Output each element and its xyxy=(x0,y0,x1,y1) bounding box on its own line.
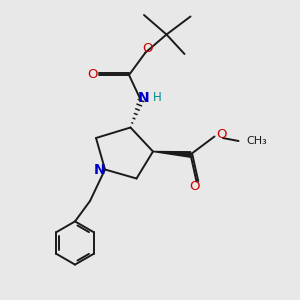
Text: O: O xyxy=(142,42,153,56)
Text: O: O xyxy=(87,68,98,82)
Text: N: N xyxy=(94,163,105,176)
Text: O: O xyxy=(189,180,200,194)
Text: N: N xyxy=(137,91,149,104)
Text: CH₃: CH₃ xyxy=(246,136,267,146)
Polygon shape xyxy=(153,152,191,157)
Text: O: O xyxy=(217,128,227,142)
Text: H: H xyxy=(153,91,162,104)
